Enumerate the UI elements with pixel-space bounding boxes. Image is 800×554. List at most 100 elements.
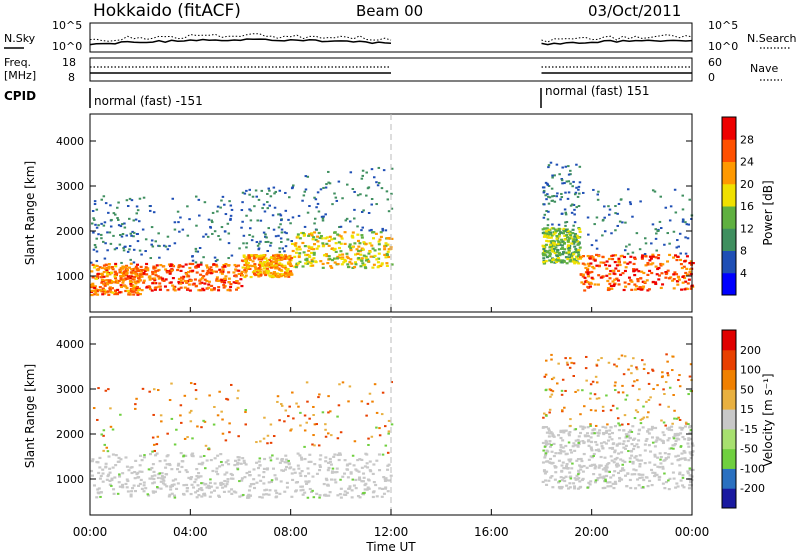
velocity-cell — [567, 432, 571, 435]
velocity-cell — [550, 432, 554, 435]
power-cell — [285, 270, 289, 273]
power-cell — [194, 195, 198, 198]
velocity-cell — [351, 478, 355, 481]
velocity-cell — [594, 375, 598, 378]
velocity-cell — [550, 475, 554, 478]
power-cell — [614, 212, 617, 215]
power-cell — [587, 264, 591, 268]
power-cell — [555, 234, 559, 238]
velocity-cell — [255, 461, 259, 464]
power-cell — [216, 210, 219, 213]
velocity-cell — [682, 486, 686, 489]
velocity-cell — [607, 439, 611, 442]
velocity-cell — [542, 469, 546, 472]
power-cell — [146, 267, 150, 270]
power-cell — [570, 211, 574, 214]
velocity-cell — [689, 480, 693, 484]
velocity-cell — [372, 463, 376, 466]
velocity-cell — [573, 449, 577, 452]
velocity-cell — [573, 485, 577, 488]
velocity-cell — [170, 382, 173, 385]
power-cell — [132, 286, 136, 290]
velocity-cell — [689, 452, 693, 455]
velocity-cell — [543, 375, 547, 378]
velocity-cell — [106, 475, 110, 478]
velocity-cell — [247, 496, 251, 499]
velocity-cell — [95, 496, 99, 499]
power-cell — [350, 234, 354, 237]
power-cell — [640, 256, 644, 259]
velocity-cell — [298, 454, 302, 457]
power-cell — [126, 275, 130, 278]
velocity-cell — [284, 458, 288, 461]
power-cell — [227, 242, 231, 245]
power-cell — [265, 267, 269, 270]
power-cell — [267, 187, 270, 190]
power-cell — [586, 269, 590, 272]
velocity-cell — [342, 493, 346, 496]
power-cell — [159, 276, 163, 279]
power-cell — [278, 247, 281, 250]
power-cell — [639, 277, 643, 280]
power-cell — [625, 245, 628, 248]
power-cell — [544, 181, 548, 184]
power-cell — [269, 275, 273, 278]
velocity-cell — [561, 446, 565, 449]
power-cell — [680, 288, 684, 291]
velocity-cell — [190, 476, 194, 479]
velocity-cell — [618, 479, 622, 483]
velocity-cell — [252, 468, 256, 471]
velocity-cell — [299, 456, 303, 459]
power-cell — [576, 195, 580, 198]
power-cell — [337, 241, 341, 244]
velocity-cell — [181, 460, 185, 463]
velocity-cell — [650, 426, 654, 430]
velocity-cell — [162, 476, 166, 479]
velocity-cell — [187, 476, 191, 480]
velocity-cell — [136, 476, 140, 479]
power-cell — [349, 249, 353, 252]
power-cell — [275, 260, 279, 263]
velocity-cell — [560, 389, 564, 392]
velocity-cell — [605, 474, 609, 478]
velocity-cell — [131, 487, 135, 490]
velocity-cell — [368, 460, 372, 463]
power-cell — [259, 268, 263, 271]
velocity-cell — [630, 454, 634, 457]
power-cell — [574, 255, 578, 258]
power-cell — [132, 271, 136, 275]
noise-sky-trace — [89, 38, 392, 46]
velocity-cell — [547, 435, 551, 438]
velocity-cell — [252, 478, 256, 481]
power-cell — [360, 236, 364, 239]
power-cell — [215, 265, 219, 268]
power-cell — [220, 270, 224, 273]
power-cell — [244, 271, 248, 274]
velocity-cell — [559, 452, 563, 455]
velocity-cell — [691, 468, 695, 472]
velocity-cell — [650, 468, 654, 472]
power-cell — [103, 289, 107, 292]
power-cell — [149, 205, 152, 208]
power-cell — [173, 289, 177, 292]
velocity-cell — [660, 419, 663, 422]
velocity-cell — [117, 481, 121, 484]
power-cell — [198, 282, 202, 285]
power-cell — [341, 256, 345, 259]
velocity-cell — [185, 470, 189, 474]
velocity-cell — [567, 487, 571, 490]
power-cell — [384, 256, 388, 259]
velocity-cell — [199, 486, 203, 490]
power-cell — [206, 235, 210, 238]
velocity-cell — [647, 428, 651, 431]
power-cell — [100, 198, 104, 201]
x-tick-label: 20:00 — [574, 525, 609, 539]
power-cell — [582, 282, 586, 286]
power-cell — [266, 250, 269, 253]
power-cell — [104, 242, 107, 245]
power-cell — [108, 231, 112, 234]
velocity-cell — [99, 495, 102, 498]
power-cell — [158, 245, 161, 248]
power-cell — [130, 199, 134, 202]
power-cell — [543, 203, 546, 206]
